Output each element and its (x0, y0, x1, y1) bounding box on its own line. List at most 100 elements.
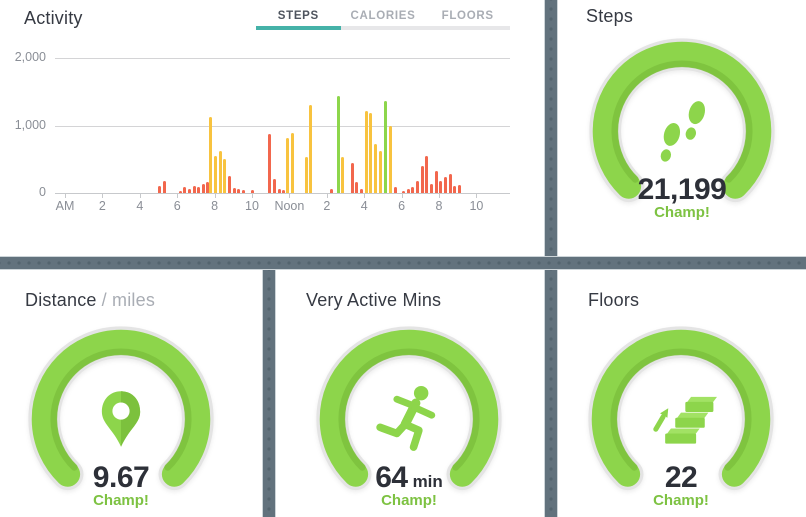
chart-bar (406, 189, 410, 193)
chart-bar (232, 187, 236, 193)
chart-bar (458, 184, 462, 193)
chart-bar (439, 180, 443, 193)
chart-bar (178, 190, 182, 193)
chart-bar (384, 101, 388, 193)
chart-bar (336, 95, 340, 193)
distance-status: Champ! (93, 492, 149, 509)
chart-bar (378, 151, 382, 193)
x-axis-tick (326, 193, 328, 198)
chart-bar (290, 133, 294, 193)
chart-bar (201, 184, 205, 193)
x-axis-tick (401, 193, 403, 198)
activity-tabs: STEPS CALORIES FLOORS (256, 0, 511, 30)
x-axis-label: Noon (274, 199, 305, 213)
chart-bar (192, 185, 196, 193)
chart-bar (369, 112, 373, 193)
very-active-mins-unit: min (412, 472, 443, 491)
floors-panel[interactable]: Floors 22 Champ! (558, 270, 806, 517)
chart-bar (393, 186, 397, 193)
x-axis-label: 6 (398, 199, 406, 213)
y-axis-label: 2,000 (14, 50, 46, 64)
steps-panel[interactable]: Steps 21,199 Champ! (558, 0, 806, 256)
x-axis-tick (289, 193, 291, 198)
very-active-mins-gauge: 64 min Champ! (313, 323, 505, 515)
x-axis-label: 4 (360, 199, 368, 213)
x-axis-label: 8 (211, 199, 219, 213)
chart-bar (309, 104, 313, 193)
distance-value: 9.67 (92, 461, 150, 494)
x-axis-tick (214, 193, 216, 198)
grid-line (55, 58, 510, 59)
distance-unit-label: / miles (101, 290, 156, 310)
chart-bar (162, 180, 166, 193)
x-axis-tick (102, 193, 104, 198)
chart-bar (364, 111, 368, 193)
chart-bar (341, 157, 345, 193)
chart-bar (251, 190, 255, 193)
x-axis-label: 2 (323, 199, 331, 213)
runner-icon (376, 385, 436, 451)
chart-bar (197, 186, 201, 193)
activity-panel: Activity STEPS CALORIES FLOORS 0 1,000 2,0… (0, 0, 544, 256)
x-axis-label: AM (55, 199, 75, 213)
x-axis-label: 10 (245, 199, 259, 213)
distance-title: Distance / miles (25, 290, 155, 311)
chart-bar (350, 163, 354, 193)
map-pin-icon (101, 391, 141, 447)
x-axis-line (55, 193, 510, 194)
chart-bar (444, 177, 448, 193)
goal-gauge-arc (588, 326, 774, 491)
y-axis-label: 0 (39, 185, 46, 199)
chart-bar (183, 186, 187, 193)
chart-bar (242, 189, 246, 193)
x-axis-tick (476, 193, 478, 198)
chart-bar (425, 156, 429, 193)
chart-bar (282, 189, 286, 193)
panel-divider-vertical-top (544, 0, 558, 256)
x-axis-label: 2 (98, 199, 106, 213)
x-axis-label: 8 (435, 199, 443, 213)
stairs-icon (653, 396, 717, 444)
x-axis-tick (139, 193, 141, 198)
chart-bar (430, 184, 434, 193)
chart-bar (401, 190, 405, 193)
panel-divider-vertical-bottom-right (544, 270, 558, 517)
chart-bar (205, 182, 209, 193)
y-axis-label: 1,000 (14, 117, 46, 132)
panel-divider-horizontal (0, 256, 806, 270)
chart-bar (237, 188, 241, 193)
chart-bar (373, 144, 377, 193)
distance-gauge: 9.67 Champ! (25, 323, 217, 515)
steps-title: Steps (586, 6, 634, 26)
x-axis-label: 6 (173, 199, 181, 213)
x-axis-label: 10 (469, 199, 484, 213)
floors-status: Champ! (653, 492, 709, 509)
chart-bar (223, 159, 227, 193)
footprints-icon (660, 101, 706, 162)
goal-gauge-arc (589, 38, 775, 203)
goal-gauge-arc (28, 326, 214, 491)
chart-bar (329, 188, 333, 193)
goal-gauge-arc (316, 326, 502, 491)
steps-value: 21,199 (637, 173, 727, 206)
very-active-mins-title: Very Active Mins (306, 290, 442, 310)
tab-steps[interactable]: STEPS (256, 0, 341, 30)
tab-calories[interactable]: CALORIES (340, 0, 426, 30)
distance-title-label: Distance (25, 290, 97, 310)
chart-bar (157, 186, 161, 193)
chart-bar (228, 176, 232, 193)
very-active-mins-panel[interactable]: Very Active Mins 64 min Champ! (276, 270, 544, 517)
chart-bar (286, 137, 290, 193)
distance-panel[interactable]: Distance / miles 9.67 Champ! (0, 270, 262, 517)
chart-bar (209, 116, 213, 193)
chart-bar (359, 188, 363, 193)
chart-bar (388, 125, 392, 193)
floors-gauge: 22 Champ! (585, 323, 777, 515)
chart-bar (214, 155, 218, 193)
chart-bar (420, 166, 424, 193)
tab-floors[interactable]: FLOORS (425, 0, 511, 30)
activity-title: Activity (24, 8, 83, 28)
chart-bar (277, 188, 281, 193)
chart-bar (272, 178, 276, 193)
steps-status: Champ! (654, 204, 710, 221)
